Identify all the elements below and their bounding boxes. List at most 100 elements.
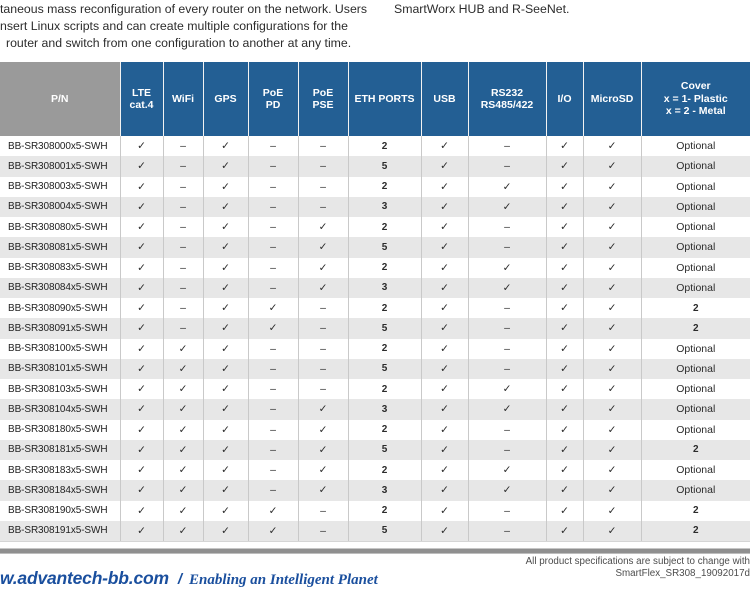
spec-cell-gps: ✓ [203,217,249,238]
spec-cell-cover: Optional [641,237,750,258]
part-number-cell: BB-SR308084x5-SWH [0,277,121,298]
spec-cell-eth-ports: 2 [348,500,422,521]
spec-cell-cover: 2 [641,318,750,339]
spec-cell-poe-pse: ✓ [298,439,349,460]
intro-line: taneous mass reconfiguration of every ro… [0,2,368,16]
column-header-wifi: WiFi [163,62,204,136]
part-number-cell: BB-SR308083x5-SWH [0,257,121,278]
table-row: BB-SR308003x5-SWH ✓ – ✓ – –2 ✓ ✓ ✓ ✓ Optional [0,176,750,197]
footer-website-url: w.advantech-bb.com [0,568,169,588]
spec-cell-usb: ✓ [421,136,469,157]
spec-cell-gps: ✓ [203,277,249,298]
spec-cell-poe-pse: ✓ [298,480,349,501]
footer-disclaimer: All product specifications are subject t… [525,556,750,567]
spec-cell-cover: 2 [641,298,750,319]
table-row: BB-SR308091x5-SWH ✓ – ✓ ✓ –5 ✓ – ✓ ✓ 2 [0,318,750,339]
spec-cell-wifi: – [163,257,204,278]
spec-cell-cover: Optional [641,358,750,379]
spec-cell-cover: 2 [641,500,750,521]
spec-cell-rs232-rs485: – [468,338,547,359]
spec-cell-poe-pd: – [248,399,299,420]
spec-cell-microsd: ✓ [583,156,642,177]
spec-cell-cover: Optional [641,379,750,400]
spec-cell-microsd: ✓ [583,399,642,420]
footer-slogan: Enabling an Intelligent Planet [189,572,378,588]
spec-cell-cover: Optional [641,217,750,238]
spec-cell-gps: ✓ [203,439,249,460]
spec-cell-usb: ✓ [421,439,469,460]
spec-cell-eth-ports: 3 [348,480,422,501]
spec-cell-cover: Optional [641,257,750,278]
spec-cell-microsd: ✓ [583,257,642,278]
spec-cell-lte-cat4: ✓ [120,500,164,521]
spec-cell-eth-ports: 2 [348,419,422,440]
spec-cell-eth-ports: 5 [348,439,422,460]
spec-cell-eth-ports: 5 [348,318,422,339]
spec-cell-lte-cat4: ✓ [120,318,164,339]
spec-cell-poe-pd: – [248,460,299,481]
spec-cell-io: ✓ [546,500,584,521]
column-header-io: I/O [546,62,584,136]
spec-cell-gps: ✓ [203,196,249,217]
spec-cell-io: ✓ [546,136,584,157]
horizontal-divider [0,548,750,554]
spec-cell-wifi: ✓ [163,338,204,359]
spec-cell-lte-cat4: ✓ [120,439,164,460]
spec-cell-usb: ✓ [421,298,469,319]
table-row: BB-SR308080x5-SWH ✓ – ✓ – ✓ 2 ✓ – ✓ ✓ Optional [0,217,750,238]
spec-cell-eth-ports: 2 [348,217,422,238]
spec-cell-io: ✓ [546,460,584,481]
spec-cell-microsd: ✓ [583,318,642,339]
spec-cell-cover: Optional [641,136,750,157]
spec-cell-lte-cat4: ✓ [120,460,164,481]
spec-cell-lte-cat4: ✓ [120,419,164,440]
spec-cell-microsd: ✓ [583,439,642,460]
spec-cell-rs232-rs485: – [468,318,547,339]
footer-brand: w.advantech-bb.com / Enabling an Intellige… [0,568,378,589]
spec-cell-poe-pd: ✓ [248,520,299,542]
spec-cell-poe-pd: – [248,277,299,298]
part-number-cell: BB-SR308191x5-SWH [0,520,121,542]
footer-document-id: SmartFlex_SR308_19092017d [615,567,750,579]
spec-cell-microsd: ✓ [583,520,642,542]
spec-cell-cover: Optional [641,176,750,197]
table-row: BB-SR308083x5-SWH ✓ – ✓ – ✓ 2 ✓ ✓ ✓ ✓ Optional [0,257,750,278]
part-number-cell: BB-SR308081x5-SWH [0,237,121,258]
spec-cell-rs232-rs485: ✓ [468,480,547,501]
spec-cell-gps: ✓ [203,520,249,542]
spec-cell-rs232-rs485: – [468,500,547,521]
spec-cell-wifi: – [163,217,204,238]
column-header-poe-pd: PoE PD [248,62,299,136]
spec-cell-usb: ✓ [421,520,469,542]
spec-cell-rs232-rs485: ✓ [468,379,547,400]
table-row: BB-SR308084x5-SWH ✓ – ✓ – ✓ 3 ✓ ✓ ✓ ✓ Optional [0,277,750,298]
spec-cell-cover: Optional [641,277,750,298]
spec-cell-gps: ✓ [203,460,249,481]
spec-cell-lte-cat4: ✓ [120,338,164,359]
spec-cell-cover: Optional [641,480,750,501]
spec-cell-poe-pd: ✓ [248,500,299,521]
part-number-cell: BB-SR308180x5-SWH [0,419,121,440]
spec-cell-io: ✓ [546,257,584,278]
table-row: BB-SR308104x5-SWH ✓ ✓ ✓ – ✓ 3 ✓ ✓ ✓ ✓ Optional [0,399,750,420]
spec-cell-eth-ports: 5 [348,237,422,258]
spec-cell-wifi: – [163,298,204,319]
table-row: BB-SR308190x5-SWH ✓ ✓ ✓ ✓ –2 ✓ – ✓ ✓ 2 [0,500,750,521]
spec-cell-poe-pse: – [298,500,349,521]
spec-cell-eth-ports: 2 [348,257,422,278]
spec-cell-io: ✓ [546,237,584,258]
spec-cell-io: ✓ [546,217,584,238]
part-number-cell: BB-SR308091x5-SWH [0,318,121,339]
spec-cell-gps: ✓ [203,419,249,440]
spec-cell-poe-pse: – [298,298,349,319]
spec-cell-eth-ports: 5 [348,156,422,177]
spec-cell-usb: ✓ [421,217,469,238]
intro-paragraph-right: SmartWorx HUB and R-SeeNet. [394,1,744,18]
spec-cell-poe-pse: ✓ [298,217,349,238]
spec-cell-usb: ✓ [421,237,469,258]
table-row: BB-SR308180x5-SWH ✓ ✓ ✓ – ✓ 2 ✓ – ✓ ✓ Optional [0,419,750,440]
spec-cell-poe-pse: ✓ [298,419,349,440]
spec-cell-io: ✓ [546,156,584,177]
spec-cell-wifi: ✓ [163,358,204,379]
part-number-cell: BB-SR308000x5-SWH [0,136,121,157]
